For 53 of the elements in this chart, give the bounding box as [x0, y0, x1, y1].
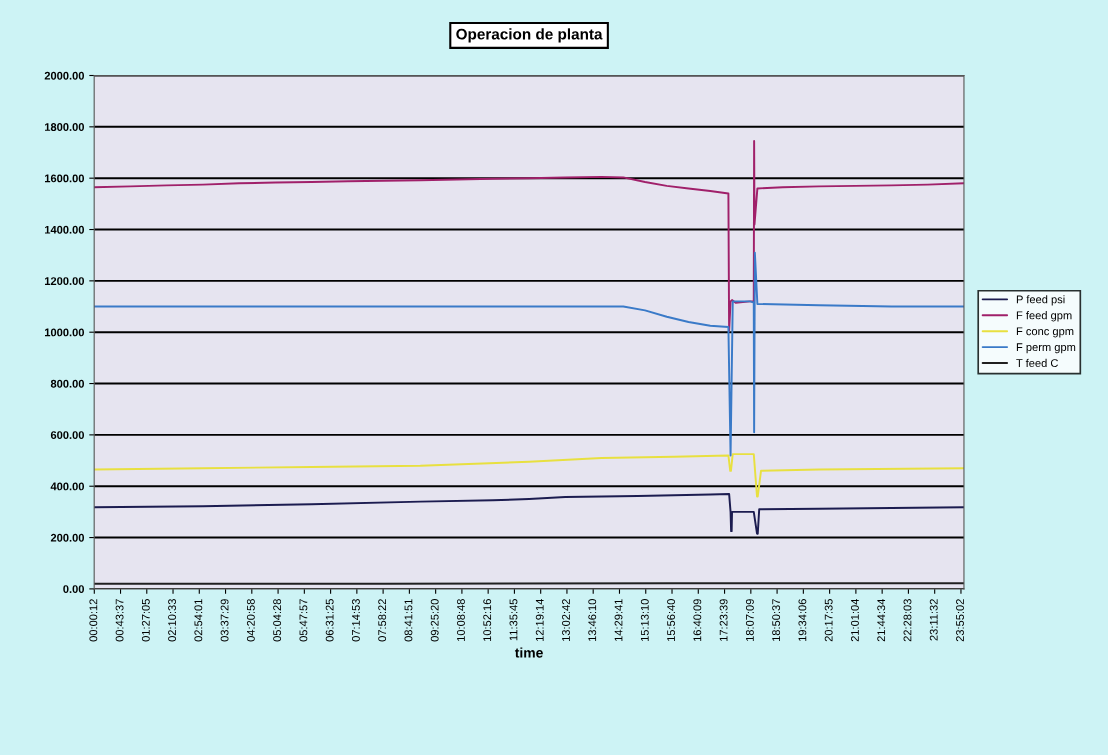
legend-label: P feed psi [1016, 295, 1065, 306]
x-tick-label: 05:04:28 [273, 599, 282, 642]
y-tick-label: 600.00 [50, 431, 85, 440]
legend-label: F perm gpm [1016, 343, 1076, 354]
x-tick-label: 09:25:20 [430, 599, 439, 642]
x-tick-label: 13:02:42 [562, 599, 570, 642]
y-tick-label: 400.00 [50, 482, 85, 491]
x-tick-label: 00:00:12 [89, 599, 98, 642]
chart-title: Operacion de planta [456, 28, 603, 43]
x-tick-label: 10:08:48 [457, 599, 465, 642]
x-tick-label: 17:23:39 [719, 599, 728, 642]
x-tick-label: 05:47:57 [299, 599, 308, 642]
x-tick-label: 12:19:14 [535, 598, 544, 642]
x-tick-label: 23:55:02 [956, 599, 964, 642]
x-tick-label: 06:31:25 [325, 599, 334, 642]
x-tick-label: 22:28:03 [903, 599, 912, 642]
x-tick-label: 23:11:32 [929, 599, 938, 641]
x-tick-label: 21:44:34 [877, 598, 886, 642]
x-tick-label: 02:10:33 [168, 599, 177, 642]
x-tick-label: 19:34:06 [798, 599, 807, 642]
y-tick-label: 200.00 [50, 533, 85, 542]
x-tick-label: 07:58:22 [378, 599, 387, 642]
x-tick-label: 13:46:10 [588, 599, 597, 642]
x-tick-label: 21:01:04 [851, 598, 859, 642]
x-tick-label: 01:27:05 [141, 599, 150, 642]
y-tick-label: 1000.00 [45, 328, 85, 337]
y-tick-label: 2000.00 [44, 71, 85, 80]
y-tick-label: 1600.00 [45, 174, 85, 183]
x-tick-label: 07:14:53 [351, 599, 360, 642]
x-tick-label: 15:13:10 [640, 599, 649, 642]
y-tick-label: 1200.00 [45, 277, 85, 285]
legend-label: F conc gpm [1016, 327, 1074, 338]
line-series [94, 492, 964, 535]
legend-label: T feed C [1016, 358, 1058, 368]
y-tick-label: 1400.00 [45, 225, 85, 234]
y-tick-label: 1800.00 [45, 123, 85, 131]
x-tick-label: 04:20:58 [246, 599, 255, 642]
y-tick-label: 0.00 [63, 585, 84, 594]
x-tick-label: 14:29:41 [614, 599, 623, 642]
x-tick-label: 15:56:40 [667, 599, 675, 642]
x-axis-title: time [514, 647, 543, 658]
x-tick-label: 02:54:01 [194, 599, 203, 642]
legend-label: F feed gpm [1016, 311, 1072, 322]
x-tick-label: 03:37:29 [220, 599, 229, 642]
x-tick-label: 08:41:51 [404, 599, 413, 642]
x-tick-label: 00:43:37 [115, 599, 124, 642]
x-tick-label: 18:07:09 [745, 599, 754, 642]
x-tick-label: 10:52:16 [483, 599, 492, 642]
x-tick-label: 11:35:45 [509, 599, 518, 641]
x-tick-label: 20:17:35 [824, 599, 833, 642]
x-tick-label: 16:40:09 [693, 599, 702, 642]
y-tick-label: 800.00 [50, 379, 85, 388]
x-tick-label: 18:50:37 [772, 599, 781, 642]
